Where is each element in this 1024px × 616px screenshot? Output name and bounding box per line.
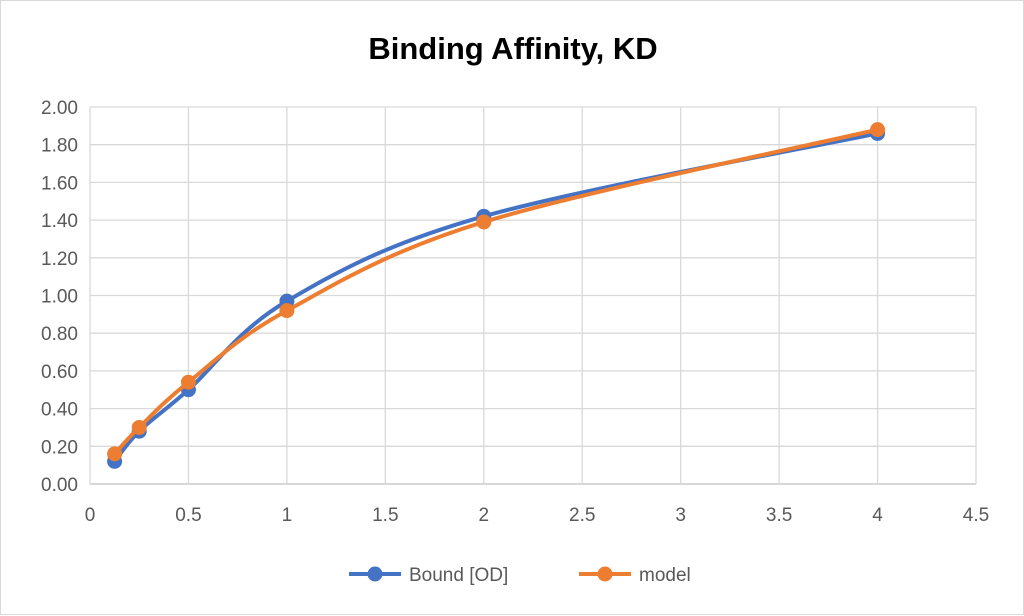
x-tick-label: 0 (85, 505, 96, 526)
data-point (476, 214, 492, 230)
x-tick-label: 1 (282, 505, 293, 526)
x-tick-label: 1.5 (372, 505, 398, 526)
series-line (112, 127, 880, 456)
data-point (107, 446, 123, 462)
y-tick-label: 1.40 (41, 211, 78, 232)
y-tick-label: 1.20 (41, 249, 78, 270)
y-tick-label: 0.60 (41, 362, 78, 383)
y-tick-label: 1.80 (41, 136, 78, 157)
series-model (107, 122, 886, 462)
legend-marker (597, 566, 613, 582)
y-tick-label: 2.00 (41, 98, 78, 119)
x-tick-label: 3.5 (766, 505, 792, 526)
legend-label: model (639, 565, 691, 586)
gridlines (89, 106, 977, 485)
legend-label: Bound [OD] (409, 565, 508, 586)
y-tick-label: 0.40 (41, 400, 78, 421)
x-tick-label: 3 (675, 505, 686, 526)
legend: Bound [OD] model (349, 565, 691, 586)
series-group (107, 122, 886, 469)
x-tick-label: 0.5 (175, 505, 201, 526)
legend-marker (367, 566, 383, 582)
x-tick-label: 4 (872, 505, 883, 526)
x-tick-label: 4.5 (963, 505, 989, 526)
x-axis-ticks: 0 0.5 1 1.5 2 2.5 3 3.5 4 4.5 (85, 505, 990, 526)
series-bound-od- (107, 125, 886, 469)
data-point (180, 374, 196, 390)
data-point (131, 419, 147, 435)
y-tick-label: 1.00 (41, 287, 78, 308)
data-point (279, 303, 295, 319)
x-tick-label: 2 (478, 505, 489, 526)
chart-title: Binding Affinity, KD (368, 31, 657, 66)
y-axis-ticks: 0.00 0.20 0.40 0.60 0.80 1.00 1.20 1.40 1.60 1.80… (41, 98, 78, 496)
data-point (870, 122, 886, 138)
y-tick-label: 0.00 (41, 475, 78, 496)
y-tick-label: 1.60 (41, 173, 78, 194)
y-tick-label: 0.80 (41, 324, 78, 345)
y-tick-label: 0.20 (41, 437, 78, 458)
x-tick-label: 2.5 (569, 505, 595, 526)
